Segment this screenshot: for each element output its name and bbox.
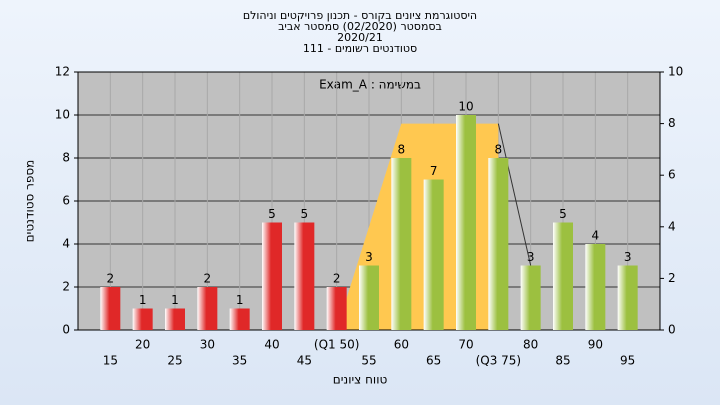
- bar: [617, 265, 638, 330]
- y-tick-label: 12: [55, 65, 70, 79]
- value-label: 8: [495, 143, 503, 157]
- x-tick-label: 30: [200, 338, 215, 352]
- value-label: 4: [592, 229, 600, 243]
- x-tick-label: 45: [297, 354, 312, 368]
- y2-tick-label: 2: [668, 271, 676, 285]
- y-tick-label: 8: [62, 151, 70, 165]
- value-label: 5: [301, 207, 309, 221]
- bar: [423, 179, 444, 330]
- bar: [585, 244, 606, 330]
- value-label: 5: [559, 207, 567, 221]
- x-tick-label: (Q3 75): [476, 354, 522, 368]
- bar: [456, 115, 476, 330]
- value-label: 7: [430, 164, 438, 178]
- x-tick-label: (Q1 50): [314, 338, 360, 352]
- y2-tick-label: 8: [668, 116, 676, 130]
- value-label: 2: [333, 272, 341, 286]
- y-tick-label: 10: [55, 108, 70, 122]
- x-tick-label: 40: [264, 338, 279, 352]
- x-tick-label: 25: [167, 354, 182, 368]
- x-tick-label: 70: [458, 338, 473, 352]
- y2-tick-label: 6: [668, 168, 676, 182]
- y2-tick-label: 4: [668, 219, 676, 233]
- x-tick-label: 55: [361, 354, 376, 368]
- value-label: 1: [139, 293, 147, 307]
- chart-title: 2020/21: [337, 31, 383, 44]
- bar: [294, 222, 315, 330]
- x-axis-title: טווח ציונים: [333, 373, 388, 387]
- y2-tick-label: 10: [668, 65, 683, 79]
- value-label: 10: [458, 100, 473, 114]
- x-tick-label: 90: [588, 338, 603, 352]
- bar: [229, 308, 250, 330]
- bar: [262, 222, 282, 330]
- bar: [553, 222, 573, 330]
- y-tick-label: 2: [62, 280, 70, 294]
- x-tick-label: 35: [232, 354, 247, 368]
- x-tick-label: 80: [523, 338, 538, 352]
- annotation: Exam_A : במשימה: [319, 78, 421, 92]
- y-tick-label: 0: [62, 323, 70, 337]
- bar: [520, 265, 541, 330]
- x-tick-label: 95: [620, 354, 635, 368]
- y2-tick-label: 0: [668, 323, 676, 337]
- bar: [391, 158, 412, 330]
- value-label: 3: [527, 250, 535, 264]
- chart-title: בסמסטר (02/2020) סמסטר אביב: [278, 20, 442, 33]
- bar: [165, 308, 185, 330]
- bar: [488, 158, 509, 330]
- y-tick-label: 6: [62, 194, 70, 208]
- bar: [197, 287, 218, 330]
- y-axis-title: מספר סטודנטים: [23, 160, 37, 243]
- bar: [326, 287, 347, 330]
- value-label: 5: [268, 207, 276, 221]
- y-tick-label: 4: [62, 237, 70, 251]
- value-label: 3: [365, 250, 373, 264]
- bar: [132, 308, 153, 330]
- value-label: 8: [398, 143, 406, 157]
- x-tick-label: 60: [394, 338, 409, 352]
- x-tick-label: 85: [555, 354, 570, 368]
- bar: [359, 265, 379, 330]
- value-label: 3: [624, 250, 632, 264]
- value-label: 2: [204, 272, 212, 286]
- x-tick-label: 20: [135, 338, 150, 352]
- x-tick-label: 15: [103, 354, 118, 368]
- x-tick-label: 65: [426, 354, 441, 368]
- chart-title: סטודנטים רשומים - 111: [303, 42, 417, 55]
- bar: [100, 287, 121, 330]
- value-label: 1: [236, 293, 244, 307]
- value-label: 2: [107, 272, 115, 286]
- value-label: 1: [171, 293, 179, 307]
- chart-title: היסטוגרמת ציונים בקורס - תכנון פרויקטים …: [243, 9, 477, 22]
- quartile-line: [497, 123, 532, 266]
